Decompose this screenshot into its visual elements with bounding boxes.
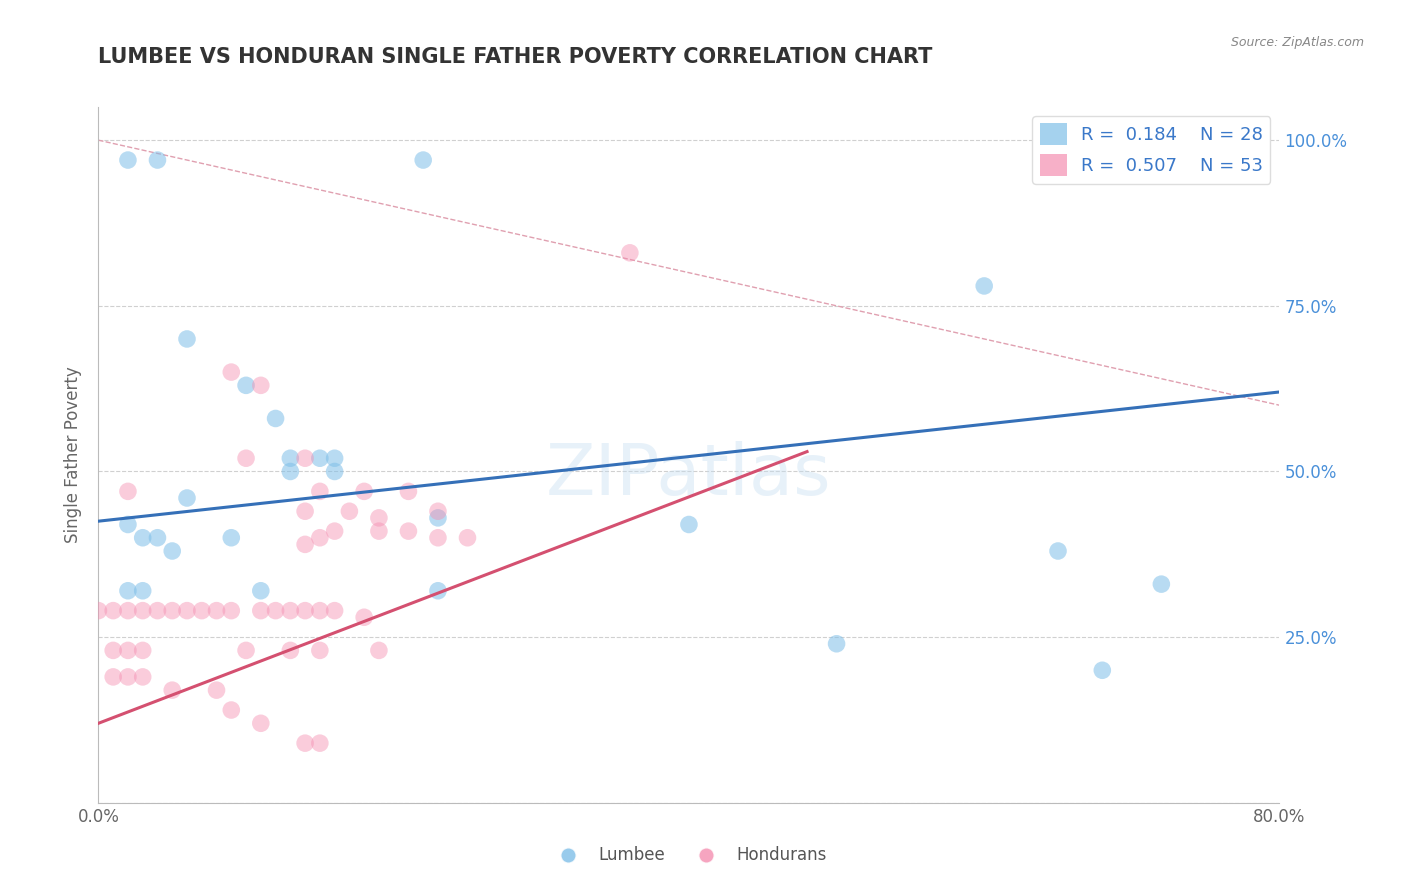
Point [146, 153, 169, 167]
Point [264, 604, 287, 618]
Point [323, 451, 346, 466]
Point [132, 643, 155, 657]
Point [339, 504, 360, 518]
Point [456, 531, 478, 545]
Point [219, 703, 242, 717]
Point [323, 465, 346, 479]
Point [117, 153, 139, 167]
Point [396, 484, 419, 499]
Point [87, 604, 110, 618]
Point [162, 683, 183, 698]
Point [132, 531, 155, 545]
Point [117, 643, 139, 657]
Point [427, 583, 450, 598]
Point [353, 610, 375, 624]
Point [368, 524, 391, 538]
Point [103, 604, 125, 618]
Point [278, 465, 302, 479]
Point [323, 604, 346, 618]
Point [117, 517, 139, 532]
Point [235, 378, 257, 392]
Point [250, 378, 273, 392]
Point [353, 484, 375, 499]
Point [250, 716, 273, 731]
Point [1150, 577, 1173, 591]
Point [176, 491, 198, 505]
Point [219, 365, 242, 379]
Point [278, 604, 302, 618]
Point [162, 604, 183, 618]
Point [825, 637, 848, 651]
Point [427, 504, 450, 518]
Point [294, 504, 316, 518]
Point [323, 524, 346, 538]
Point [176, 604, 198, 618]
Point [1046, 544, 1069, 558]
Point [427, 531, 450, 545]
Point [117, 484, 139, 499]
Point [294, 451, 316, 466]
Point [235, 643, 257, 657]
Text: Source: ZipAtlas.com: Source: ZipAtlas.com [1230, 36, 1364, 49]
Point [309, 736, 332, 750]
Point [678, 517, 700, 532]
Point [146, 604, 169, 618]
Point [368, 643, 391, 657]
Text: LUMBEE VS HONDURAN SINGLE FATHER POVERTY CORRELATION CHART: LUMBEE VS HONDURAN SINGLE FATHER POVERTY… [98, 47, 932, 67]
Point [205, 604, 228, 618]
Point [162, 544, 183, 558]
Text: ZIPatlas: ZIPatlas [546, 442, 832, 510]
Point [619, 245, 641, 260]
Point [309, 531, 332, 545]
Point [309, 484, 332, 499]
Point [427, 511, 450, 525]
Point [146, 531, 169, 545]
Point [219, 604, 242, 618]
Point [103, 643, 125, 657]
Point [368, 511, 391, 525]
Point [412, 153, 434, 167]
Point [294, 736, 316, 750]
Point [132, 670, 155, 684]
Point [176, 332, 198, 346]
Point [205, 683, 228, 698]
Point [117, 583, 139, 598]
Point [1091, 663, 1114, 677]
Point [103, 670, 125, 684]
Point [191, 604, 214, 618]
Point [235, 451, 257, 466]
Point [973, 279, 995, 293]
Point [117, 604, 139, 618]
Point [294, 604, 316, 618]
Point [250, 583, 273, 598]
Point [278, 451, 302, 466]
Point [309, 451, 332, 466]
Point [250, 604, 273, 618]
Point [132, 583, 155, 598]
Point [132, 604, 155, 618]
Point [309, 604, 332, 618]
Point [219, 531, 242, 545]
Point [309, 643, 332, 657]
Point [264, 411, 287, 425]
Legend: Lumbee, Hondurans: Lumbee, Hondurans [544, 839, 834, 871]
Point [294, 537, 316, 551]
Point [396, 524, 419, 538]
Y-axis label: Single Father Poverty: Single Father Poverty [65, 367, 83, 543]
Point [278, 643, 302, 657]
Point [117, 670, 139, 684]
